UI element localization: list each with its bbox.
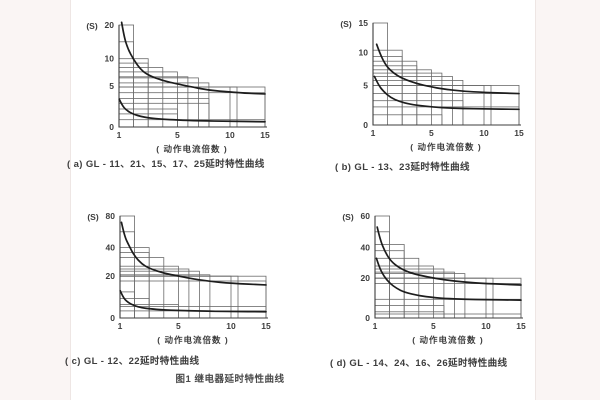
svg-text:60: 60: [361, 211, 371, 221]
svg-text:0: 0: [363, 120, 368, 130]
svg-text:5: 5: [429, 128, 434, 138]
svg-text:( 动作电流倍数 ): ( 动作电流倍数 ): [157, 335, 228, 345]
svg-text:10: 10: [479, 128, 489, 138]
svg-text:20: 20: [105, 20, 115, 30]
svg-text:0: 0: [365, 313, 370, 323]
svg-text:15: 15: [261, 321, 271, 331]
svg-text:15: 15: [359, 18, 369, 28]
svg-text:( 动作电流倍数 ): ( 动作电流倍数 ): [156, 144, 227, 154]
svg-text:5: 5: [431, 321, 436, 331]
svg-text:5: 5: [109, 81, 114, 91]
page-margin-right: [535, 0, 600, 400]
svg-text:40: 40: [361, 243, 371, 253]
svg-text:10: 10: [226, 321, 236, 331]
svg-text:(S): (S): [342, 212, 354, 222]
svg-text:(S): (S): [340, 19, 352, 29]
svg-text:40: 40: [106, 243, 116, 253]
svg-text:15: 15: [260, 130, 270, 140]
chart-a-caption: ( a) GL - 11、21、15、17、25延时特性曲线: [67, 159, 265, 170]
svg-text:10: 10: [359, 48, 369, 58]
svg-text:20: 20: [361, 273, 371, 283]
svg-text:10: 10: [225, 130, 235, 140]
svg-text:15: 15: [516, 321, 526, 331]
svg-text:5: 5: [363, 81, 368, 91]
svg-text:(S): (S): [87, 212, 99, 222]
svg-text:15: 15: [514, 128, 524, 138]
svg-text:5: 5: [176, 321, 181, 331]
figure-caption: 图1 继电器延时特性曲线: [175, 374, 285, 385]
svg-text:( 动作电流倍数 ): ( 动作电流倍数 ): [410, 142, 481, 152]
chart-b-caption: ( b) GL - 13、23延时特性曲线: [335, 162, 470, 173]
chart-d-caption: ( d) GL - 14、24、16、26延时特性曲线: [330, 358, 508, 369]
svg-text:1: 1: [371, 128, 376, 138]
svg-text:( 动作电流倍数 ): ( 动作电流倍数 ): [412, 335, 483, 345]
page-margin-left: [0, 0, 71, 400]
svg-text:10: 10: [105, 54, 115, 64]
svg-text:5: 5: [175, 130, 180, 140]
svg-text:80: 80: [106, 211, 116, 221]
svg-text:0: 0: [110, 313, 115, 323]
svg-text:10: 10: [481, 321, 491, 331]
svg-text:1: 1: [373, 321, 378, 331]
svg-text:0: 0: [109, 122, 114, 132]
svg-text:1: 1: [118, 321, 123, 331]
svg-text:1: 1: [117, 130, 122, 140]
svg-text:(S): (S): [86, 21, 98, 31]
chart-c-caption: ( c) GL - 12、22延时特性曲线: [65, 356, 200, 367]
svg-text:20: 20: [106, 271, 116, 281]
